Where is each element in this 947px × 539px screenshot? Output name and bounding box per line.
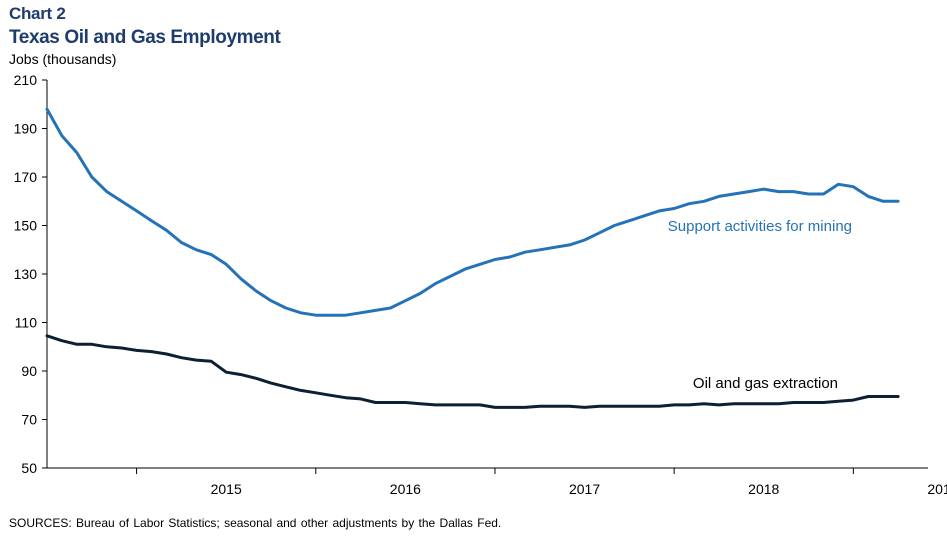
y-tick-label: 50 bbox=[21, 460, 37, 476]
y-tick-label: 70 bbox=[21, 412, 37, 428]
y-tick-label: 190 bbox=[14, 121, 38, 137]
source-note: SOURCES: Bureau of Labor Statistics; sea… bbox=[9, 516, 502, 530]
chart-number: Chart 2 bbox=[9, 4, 66, 23]
x-tick-label: 2016 bbox=[390, 481, 421, 497]
x-tick-label: 2015 bbox=[211, 481, 242, 497]
series-label-oil-gas-extraction: Oil and gas extraction bbox=[693, 375, 838, 392]
chart-title: Texas Oil and Gas Employment bbox=[9, 27, 281, 48]
y-axis: 50 70 90 110 130 150 170 190 210 bbox=[14, 72, 48, 476]
y-tick-label: 150 bbox=[14, 218, 38, 234]
y-axis-label: Jobs (thousands) bbox=[9, 51, 117, 67]
y-tick-label: 210 bbox=[14, 72, 38, 88]
y-tick-label: 170 bbox=[14, 169, 38, 185]
x-tick-label: 2018 bbox=[748, 481, 779, 497]
series-line-oil-gas-extraction bbox=[45, 334, 900, 409]
x-tick-label: 2019 bbox=[927, 481, 947, 497]
x-axis: 2015 2016 2017 2018 2019 bbox=[47, 467, 947, 497]
series-layer bbox=[45, 107, 900, 409]
y-tick-label: 130 bbox=[14, 266, 38, 282]
series-label-support-activities: Support activities for mining bbox=[668, 218, 852, 235]
series-line-support-activities bbox=[45, 107, 900, 317]
y-tick-label: 90 bbox=[21, 363, 37, 379]
x-tick-label: 2017 bbox=[569, 481, 600, 497]
series-labels: Support activities for mining Oil and gas… bbox=[668, 218, 852, 392]
y-tick-label: 110 bbox=[15, 315, 38, 331]
